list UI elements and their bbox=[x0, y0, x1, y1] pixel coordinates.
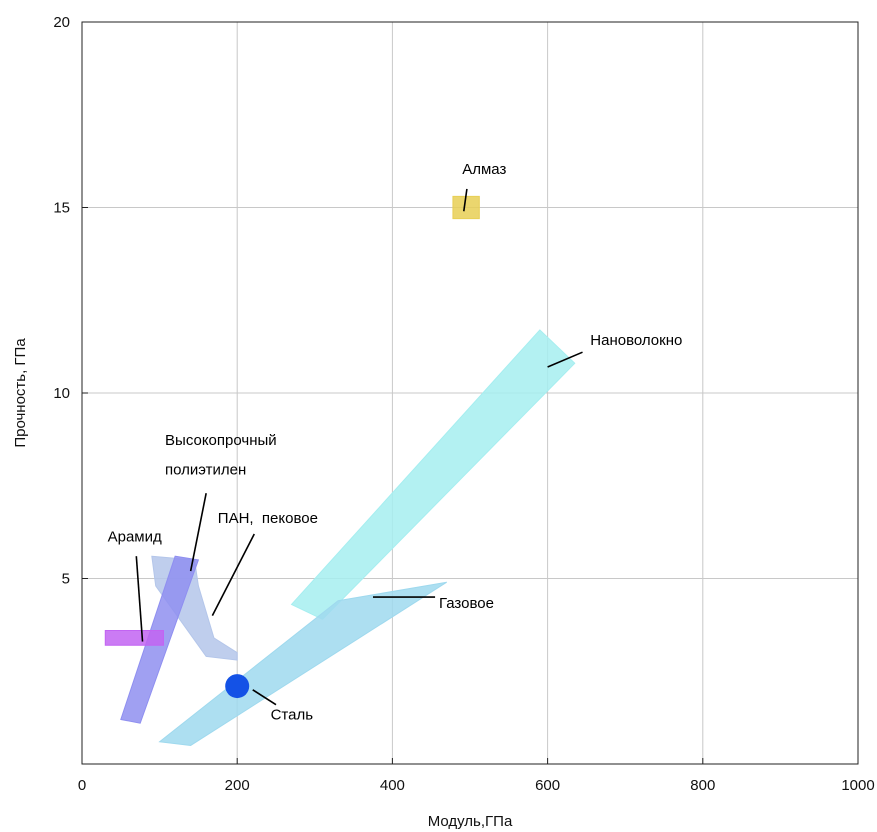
y-tick-label: 20 bbox=[53, 14, 70, 31]
x-tick-label: 1000 bbox=[841, 777, 874, 794]
annotation-label: полиэтилен bbox=[165, 462, 246, 479]
ticks: 0 200 400 600 800 1000 5 10 15 20 bbox=[53, 14, 874, 794]
x-tick-label: 600 bbox=[535, 777, 560, 794]
x-tick-label: 400 bbox=[380, 777, 405, 794]
annotation-label: Нановолокно bbox=[590, 332, 682, 349]
region-газовое bbox=[158, 581, 447, 746]
leader-line bbox=[211, 533, 255, 616]
annotation-label: Арамид bbox=[108, 528, 162, 545]
leader-line bbox=[462, 188, 468, 212]
annotation-label: Сталь bbox=[271, 706, 314, 723]
leader-line bbox=[252, 689, 277, 706]
region-арамид bbox=[104, 629, 164, 646]
leader-line bbox=[189, 493, 207, 572]
region-нановолокно bbox=[290, 329, 576, 620]
annotation-label: Высокопрочный bbox=[165, 432, 277, 449]
regions bbox=[104, 195, 576, 746]
annotation-label: Алмаз bbox=[462, 161, 506, 178]
point-marker bbox=[225, 674, 250, 699]
x-axis-label: Модуль,ГПа bbox=[428, 813, 513, 830]
leader-line bbox=[547, 351, 583, 368]
leader-line bbox=[135, 556, 144, 642]
annotations: Алмаз Нановолокно Высокопрочный полиэтилен П… bbox=[108, 161, 683, 723]
y-tick-label: 10 bbox=[53, 385, 70, 402]
x-tick-label: 200 bbox=[225, 777, 250, 794]
leader-lines bbox=[135, 188, 583, 706]
x-tick-label: 800 bbox=[690, 777, 715, 794]
annotation-label: ПАН, пековое bbox=[218, 510, 318, 527]
annotation-label: Газовое bbox=[439, 595, 494, 612]
x-tick-label: 0 bbox=[78, 777, 86, 794]
y-tick-label: 15 bbox=[53, 200, 70, 217]
region-алмаз bbox=[452, 195, 480, 220]
points bbox=[225, 674, 250, 699]
y-axis-label: Прочность, ГПа bbox=[12, 338, 29, 448]
grid bbox=[82, 22, 858, 764]
y-tick-label: 5 bbox=[62, 571, 70, 588]
